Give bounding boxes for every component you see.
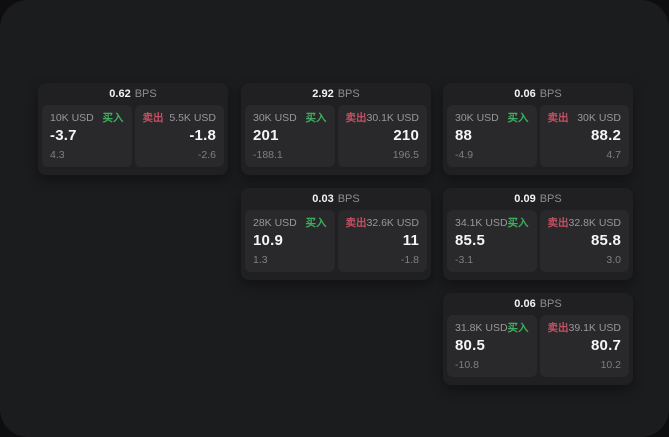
sell-price: 88.2 <box>591 127 621 144</box>
buy-amount: 28K USD <box>253 217 297 229</box>
buy-delta: -3.1 <box>455 254 474 266</box>
buy-amount: 30K USD <box>455 112 499 124</box>
buy-panel[interactable]: 10K USD 买入 -3.7 4.3 <box>42 105 132 167</box>
sell-amount: 5.5K USD <box>169 112 216 124</box>
quote-card: 0.06 BPS 31.8K USD 买入 80.5 -10.8 卖出 39.1… <box>443 293 633 385</box>
buy-delta: 1.3 <box>253 254 268 266</box>
quote-card: 0.09 BPS 34.1K USD 买入 85.5 -3.1 卖出 32.8K… <box>443 188 633 280</box>
quote-panels: 28K USD 买入 10.9 1.3 卖出 32.6K USD 11 -1.8 <box>241 210 431 276</box>
bps-value: 2.92 <box>312 88 334 100</box>
sell-delta: 196.5 <box>392 149 419 161</box>
quote-panels: 30K USD 买入 88 -4.9 卖出 30K USD 88.2 4.7 <box>443 105 633 171</box>
sell-panel[interactable]: 卖出 32.8K USD 85.8 3.0 <box>539 210 629 272</box>
sell-side-label: 卖出 <box>547 322 569 334</box>
buy-amount: 34.1K USD <box>455 217 508 229</box>
buy-panel[interactable]: 31.8K USD 买入 80.5 -10.8 <box>447 315 537 377</box>
quote-panels: 34.1K USD 买入 85.5 -3.1 卖出 32.8K USD 85.8… <box>443 210 633 276</box>
sell-price: 210 <box>393 127 419 144</box>
bps-unit-label: BPS <box>337 193 360 205</box>
buy-side-label: 买入 <box>507 322 529 334</box>
sell-panel[interactable]: 卖出 32.6K USD 11 -1.8 <box>337 210 427 272</box>
buy-side-label: 买入 <box>507 217 529 229</box>
quote-panels: 10K USD 买入 -3.7 4.3 卖出 5.5K USD -1.8 -2.… <box>38 105 228 171</box>
buy-price: 80.5 <box>455 337 485 354</box>
sell-delta: 10.2 <box>600 359 621 371</box>
buy-price: 201 <box>253 127 279 144</box>
sell-delta: 4.7 <box>606 149 621 161</box>
buy-side-label: 买入 <box>305 112 327 124</box>
buy-delta: -10.8 <box>455 359 479 371</box>
buy-delta: -4.9 <box>455 149 474 161</box>
sell-panel[interactable]: 卖出 30K USD 88.2 4.7 <box>539 105 629 167</box>
buy-side-label: 买入 <box>507 112 529 124</box>
bps-value: 0.06 <box>514 298 536 310</box>
bps-unit-label: BPS <box>134 88 157 100</box>
buy-panel[interactable]: 30K USD 买入 201 -188.1 <box>245 105 335 167</box>
quote-panels: 31.8K USD 买入 80.5 -10.8 卖出 39.1K USD 80.… <box>443 315 633 381</box>
buy-amount: 30K USD <box>253 112 297 124</box>
card-header: 0.03 BPS <box>241 188 431 210</box>
buy-panel[interactable]: 28K USD 买入 10.9 1.3 <box>245 210 335 272</box>
quote-card: 2.92 BPS 30K USD 买入 201 -188.1 卖出 30.1K … <box>241 83 431 175</box>
sell-side-label: 卖出 <box>142 112 164 124</box>
bps-unit-label: BPS <box>539 298 562 310</box>
bps-value: 0.03 <box>312 193 334 205</box>
buy-price: 10.9 <box>253 232 283 249</box>
quote-card: 0.03 BPS 28K USD 买入 10.9 1.3 卖出 32.6K US… <box>241 188 431 280</box>
sell-price: 11 <box>402 232 419 249</box>
sell-side-label: 卖出 <box>547 112 569 124</box>
sell-amount: 32.8K USD <box>568 217 622 229</box>
sell-amount: 39.1K USD <box>568 322 622 334</box>
buy-delta: -188.1 <box>253 149 283 161</box>
sell-amount: 30K USD <box>577 112 621 124</box>
sell-price: -1.8 <box>189 127 216 144</box>
bps-value: 0.09 <box>514 193 536 205</box>
card-header: 0.06 BPS <box>443 83 633 105</box>
quote-panels: 30K USD 买入 201 -188.1 卖出 30.1K USD 210 1… <box>241 105 431 171</box>
bps-unit-label: BPS <box>539 88 562 100</box>
buy-panel[interactable]: 34.1K USD 买入 85.5 -3.1 <box>447 210 537 272</box>
sell-amount: 32.6K USD <box>366 217 420 229</box>
buy-price: 88 <box>455 127 473 144</box>
sell-price: 85.8 <box>591 232 621 249</box>
buy-price: 85.5 <box>455 232 485 249</box>
sell-delta: -2.6 <box>197 149 216 161</box>
sell-side-label: 卖出 <box>345 112 367 124</box>
buy-side-label: 买入 <box>102 112 124 124</box>
bps-unit-label: BPS <box>337 88 360 100</box>
sell-delta: 3.0 <box>606 254 621 266</box>
sell-side-label: 卖出 <box>345 217 367 229</box>
bps-value: 0.06 <box>514 88 536 100</box>
card-header: 2.92 BPS <box>241 83 431 105</box>
sell-price: 80.7 <box>591 337 621 354</box>
bps-value: 0.62 <box>109 88 131 100</box>
sell-panel[interactable]: 卖出 39.1K USD 80.7 10.2 <box>539 315 629 377</box>
buy-amount: 31.8K USD <box>455 322 508 334</box>
quote-card: 0.06 BPS 30K USD 买入 88 -4.9 卖出 30K USD 8… <box>443 83 633 175</box>
card-header: 0.62 BPS <box>38 83 228 105</box>
card-header: 0.06 BPS <box>443 293 633 315</box>
sell-side-label: 卖出 <box>547 217 569 229</box>
buy-side-label: 买入 <box>305 217 327 229</box>
buy-panel[interactable]: 30K USD 买入 88 -4.9 <box>447 105 537 167</box>
sell-delta: -1.8 <box>400 254 419 266</box>
card-header: 0.09 BPS <box>443 188 633 210</box>
buy-price: -3.7 <box>50 127 77 144</box>
bps-unit-label: BPS <box>539 193 562 205</box>
sell-panel[interactable]: 卖出 5.5K USD -1.8 -2.6 <box>134 105 224 167</box>
sell-panel[interactable]: 卖出 30.1K USD 210 196.5 <box>337 105 427 167</box>
sell-amount: 30.1K USD <box>366 112 420 124</box>
buy-amount: 10K USD <box>50 112 94 124</box>
buy-delta: 4.3 <box>50 149 65 161</box>
quote-card: 0.62 BPS 10K USD 买入 -3.7 4.3 卖出 5.5K USD… <box>38 83 228 175</box>
